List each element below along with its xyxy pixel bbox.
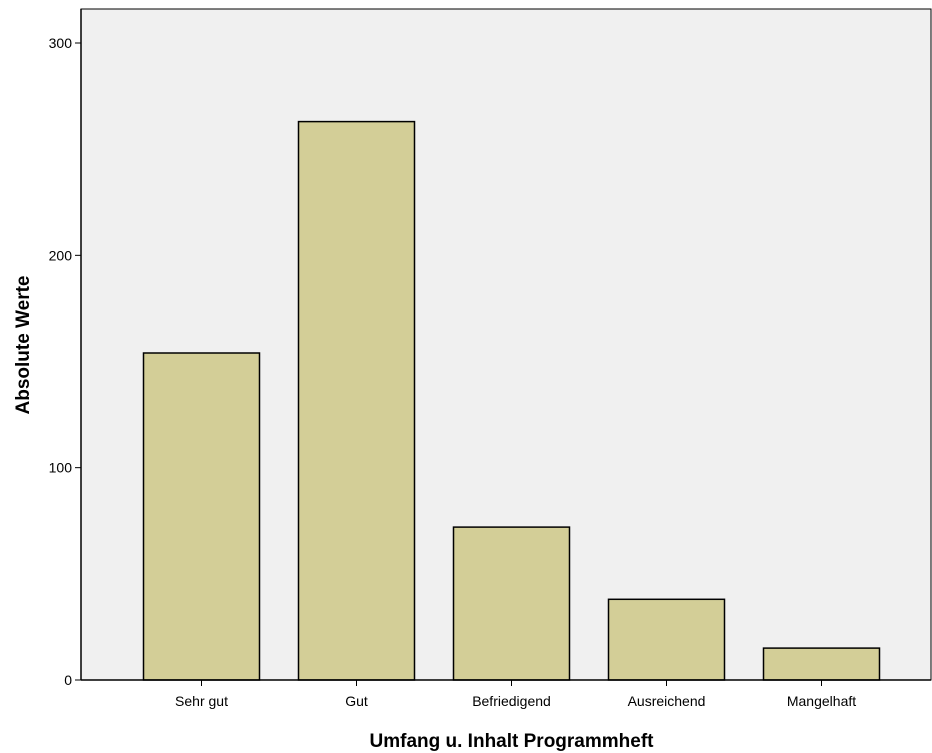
- bar-gut: [297, 120, 416, 681]
- bar-mangelhaft: [762, 647, 881, 681]
- x-tick-label: Befriedigend: [472, 693, 551, 709]
- x-tick-label: Gut: [345, 693, 368, 709]
- x-tick-label: Sehr gut: [175, 693, 228, 709]
- bars-group: [142, 120, 881, 681]
- bar-befriedigend: [452, 526, 571, 681]
- x-tick-label: Ausreichend: [628, 693, 706, 709]
- axes-group: [75, 9, 931, 686]
- y-tick-label: 300: [49, 35, 73, 51]
- bar-ausreichend: [607, 598, 726, 681]
- labels-group: 0 100 200 300 Sehr gut Gut Befriedigend Ausreic…: [49, 35, 857, 709]
- y-tick-label: 100: [49, 460, 73, 476]
- y-tick-label: 200: [49, 247, 73, 263]
- y-tick-label: 0: [64, 672, 72, 688]
- x-tick-label: Mangelhaft: [787, 693, 856, 709]
- x-axis-title: Umfang u. Inhalt Programmheft: [370, 731, 655, 752]
- y-axis-title: Absolute Werte: [13, 275, 34, 414]
- bar-sehr-gut: [142, 352, 261, 681]
